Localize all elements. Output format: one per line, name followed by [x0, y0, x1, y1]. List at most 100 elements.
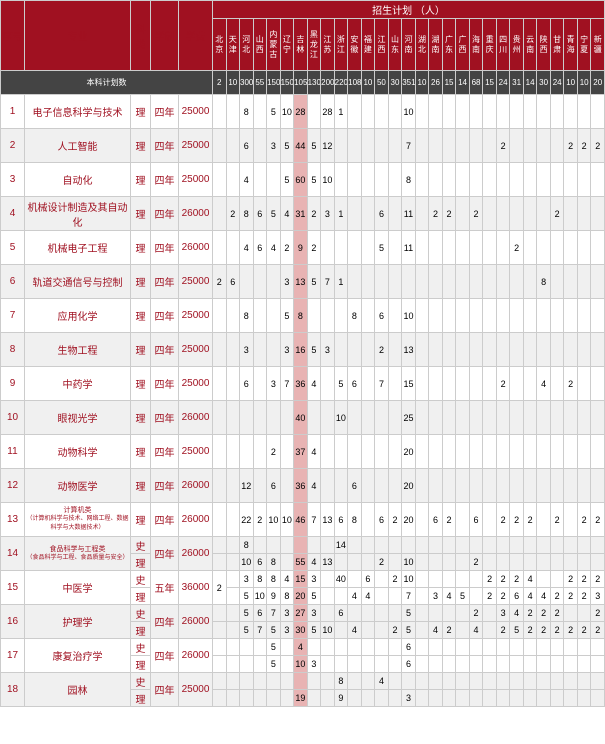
data-cell: 2: [307, 231, 321, 265]
data-cell: [523, 639, 537, 656]
data-cell: [361, 95, 375, 129]
data-cell: [496, 639, 510, 656]
data-cell: 10: [294, 656, 308, 673]
data-cell: 5: [267, 639, 281, 656]
data-cell: [510, 197, 524, 231]
data-cell: 2: [388, 622, 402, 639]
data-cell: [537, 639, 551, 656]
data-cell: [442, 656, 456, 673]
major-name: 眼视光学: [25, 401, 131, 435]
data-cell: [361, 503, 375, 537]
data-cell: [523, 673, 537, 690]
data-cell: [469, 163, 483, 197]
hdr-xuefei: 学费: [179, 1, 213, 71]
data-cell: [388, 588, 402, 605]
data-cell: [483, 163, 497, 197]
xuefei-cell: 25000: [179, 95, 213, 129]
data-cell: [591, 367, 605, 401]
data-cell: [415, 95, 429, 129]
data-cell: [226, 588, 240, 605]
province-header: 黑龙江: [307, 19, 321, 71]
data-cell: 5: [280, 299, 294, 333]
data-cell: 10: [253, 588, 267, 605]
data-cell: [483, 622, 497, 639]
data-cell: 10: [267, 503, 281, 537]
data-cell: [523, 231, 537, 265]
xuezhi-cell: 四年: [151, 537, 179, 571]
totals-label: 本科计划数: [1, 71, 213, 95]
data-cell: [321, 690, 335, 707]
totals-cell: 31: [510, 71, 524, 95]
province-header: 江西: [375, 19, 389, 71]
data-cell: 2: [591, 571, 605, 588]
data-cell: [469, 435, 483, 469]
row-index: 12: [1, 469, 25, 503]
data-cell: 10: [280, 503, 294, 537]
totals-cell: 15: [442, 71, 456, 95]
totals-cell: 10: [564, 71, 578, 95]
data-cell: [429, 163, 443, 197]
data-cell: [429, 367, 443, 401]
data-cell: 3: [280, 605, 294, 622]
data-cell: 4: [280, 197, 294, 231]
xuefei-cell: 25000: [179, 673, 213, 707]
data-cell: [483, 401, 497, 435]
data-cell: [537, 554, 551, 571]
table-row: 16护理学史四年260005673273652342222: [1, 605, 605, 622]
data-cell: [226, 95, 240, 129]
data-cell: 2: [550, 605, 564, 622]
data-cell: [213, 554, 227, 571]
data-cell: [375, 690, 389, 707]
data-cell: 5: [307, 622, 321, 639]
data-cell: 5: [280, 163, 294, 197]
data-cell: [226, 469, 240, 503]
data-cell: 5: [267, 622, 281, 639]
data-cell: [442, 639, 456, 656]
data-cell: 13: [402, 333, 416, 367]
data-cell: [415, 129, 429, 163]
totals-cell: 68: [469, 71, 483, 95]
data-cell: 4: [523, 571, 537, 588]
major-name: 康复治疗学: [25, 639, 131, 673]
data-cell: 2: [510, 503, 524, 537]
data-cell: [348, 95, 362, 129]
data-cell: 5: [240, 622, 254, 639]
data-cell: [429, 129, 443, 163]
data-cell: [321, 537, 335, 554]
data-cell: 8: [280, 588, 294, 605]
xuefei-cell: 25000: [179, 333, 213, 367]
data-cell: 46: [294, 503, 308, 537]
data-cell: [267, 537, 281, 554]
data-cell: [253, 333, 267, 367]
data-cell: [253, 265, 267, 299]
xuefei-cell: 25000: [179, 367, 213, 401]
data-cell: [564, 95, 578, 129]
data-cell: 7: [280, 367, 294, 401]
data-cell: [496, 95, 510, 129]
data-cell: [591, 469, 605, 503]
data-cell: [483, 333, 497, 367]
data-cell: [483, 537, 497, 554]
xuezhi-cell: 四年: [151, 333, 179, 367]
data-cell: 2: [564, 367, 578, 401]
data-cell: 6: [253, 554, 267, 571]
data-cell: 8: [334, 673, 348, 690]
data-cell: [334, 656, 348, 673]
data-cell: [510, 673, 524, 690]
data-cell: [375, 588, 389, 605]
data-cell: [226, 605, 240, 622]
major-name: 动物医学: [25, 469, 131, 503]
data-cell: 8: [402, 163, 416, 197]
data-cell: [415, 639, 429, 656]
province-header: 河南: [402, 19, 416, 71]
totals-cell: 200: [321, 71, 335, 95]
province-header: 贵州: [510, 19, 524, 71]
data-cell: [388, 367, 402, 401]
data-cell: [388, 639, 402, 656]
data-cell: [456, 299, 470, 333]
data-cell: 3: [240, 333, 254, 367]
data-cell: [267, 163, 281, 197]
row-index: 7: [1, 299, 25, 333]
data-cell: [429, 605, 443, 622]
data-cell: [361, 639, 375, 656]
